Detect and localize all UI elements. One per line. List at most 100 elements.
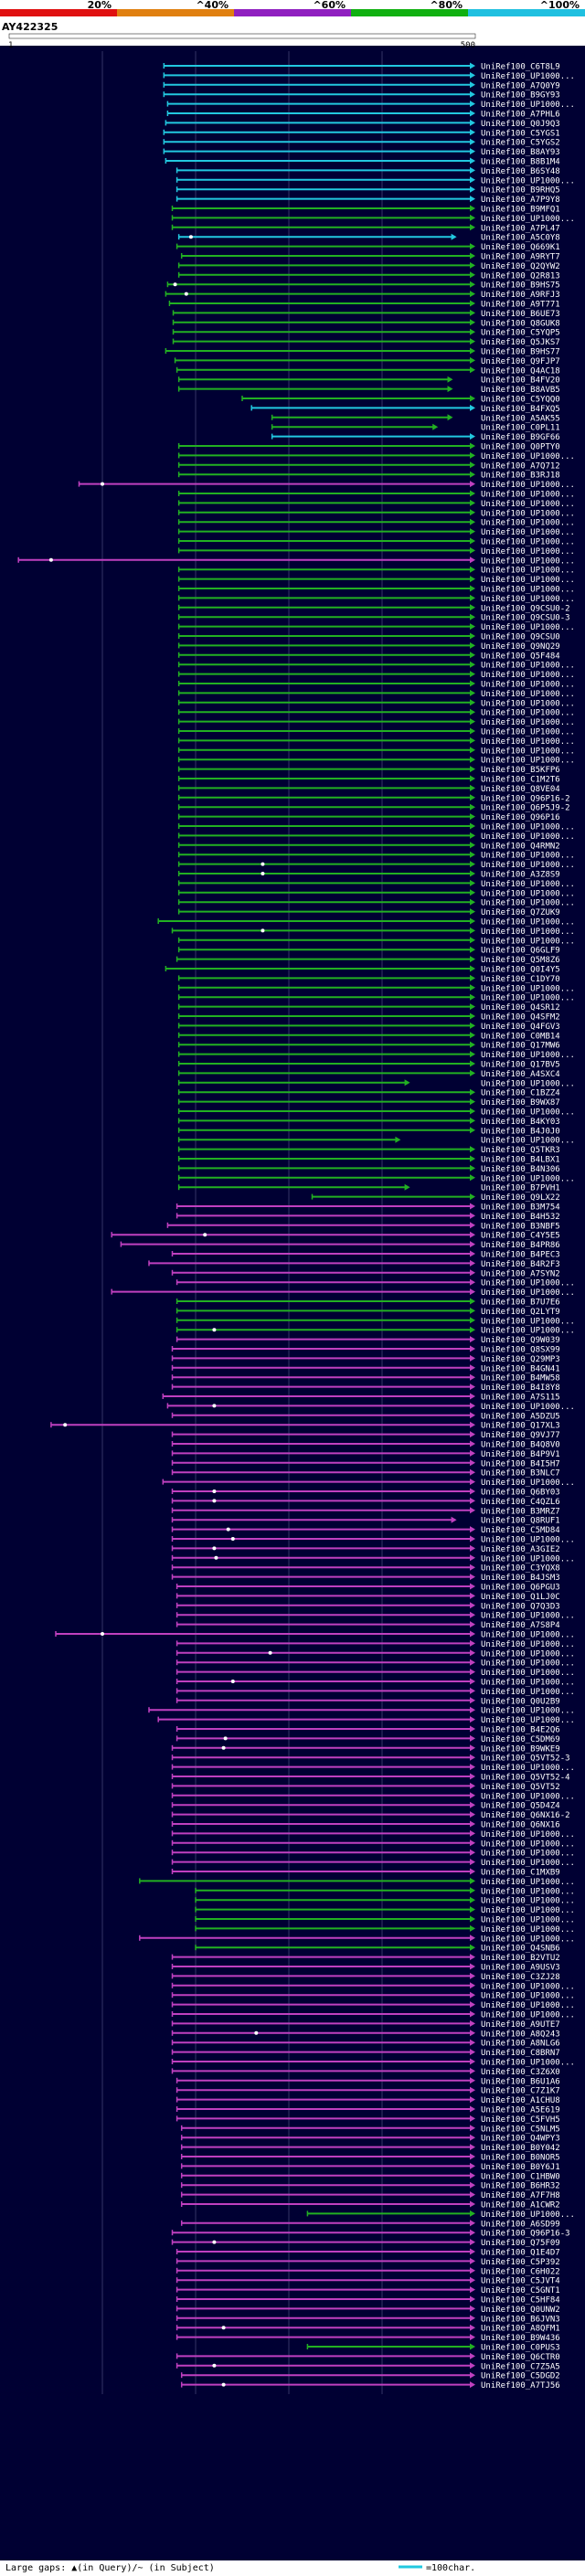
hit-arrow-head (470, 604, 475, 611)
hit-arrow-head (470, 71, 475, 79)
hit-arrow-head (470, 528, 475, 535)
hit-arrow-head (470, 1051, 475, 1058)
hit-arrow-head (470, 1117, 475, 1124)
hit-arrow-head (470, 956, 475, 963)
hit-arrow-head (470, 196, 475, 203)
hit-label: UniRef100_B4Q8V0 (481, 1441, 560, 1450)
hit-arrow-head (470, 1317, 475, 1324)
hit-arrow-head (470, 2058, 475, 2065)
hit-arrow-head (470, 1278, 475, 1286)
identity-segment (234, 9, 351, 16)
hit-label: UniRef100_A7PL47 (481, 224, 560, 233)
hit-label: UniRef100_B9RHQ5 (481, 186, 560, 196)
hit-arrow-head (470, 2153, 475, 2160)
query-gap-marker (212, 1328, 217, 1332)
hit-label: UniRef100_UP1000... (481, 709, 575, 718)
hit-arrow-head (470, 632, 475, 640)
hit-label: UniRef100_A4SXC4 (481, 1070, 560, 1079)
hit-label: UniRef100_UP1000... (481, 1716, 575, 1725)
hit-arrow-head (470, 62, 475, 69)
query-gap-marker (203, 1233, 207, 1237)
hit-label: UniRef100_B9HS77 (481, 348, 560, 357)
hit-arrow-head (470, 1307, 475, 1314)
hit-label: UniRef100_C5YGS2 (481, 139, 560, 148)
hit-arrow-head (470, 1459, 475, 1467)
hit-label: UniRef100_C6T8L9 (481, 63, 560, 72)
hit-label: UniRef100_UP1000... (481, 699, 575, 708)
hit-label: UniRef100_B4JSM3 (481, 1574, 560, 1583)
hit-arrow-head (470, 1944, 475, 1951)
hit-label: UniRef100_Q2R813 (481, 271, 560, 281)
query-gap-marker (212, 2240, 217, 2244)
hit-arrow-head (470, 1060, 475, 1067)
hit-arrow-head (470, 2352, 475, 2359)
hit-arrow-head (470, 2371, 475, 2379)
hit-label: UniRef100_UP1000... (481, 1479, 575, 1488)
hit-label: UniRef100_Q96P16 (481, 813, 560, 822)
hit-label: UniRef100_A7SYN2 (481, 1269, 560, 1278)
query-gap-marker (221, 1745, 226, 1750)
hit-label: UniRef100_UP1000... (481, 1878, 575, 1887)
hit-label: UniRef100_A3Z8S9 (481, 871, 560, 880)
hit-arrow-head (470, 328, 475, 335)
hit-arrow-head (470, 641, 475, 649)
hit-arrow-head (470, 366, 475, 374)
hit-arrow-head (470, 1222, 475, 1229)
hit-arrow-head (470, 1003, 475, 1011)
hit-arrow-head (470, 1630, 475, 1638)
hit-label: UniRef100_B4LBX1 (481, 1156, 560, 1165)
identity-segment (468, 9, 585, 16)
hit-arrow-head (470, 1754, 475, 1761)
hit-label: UniRef100_Q9LX22 (481, 1193, 560, 1203)
hit-arrow-head (470, 1497, 475, 1504)
hit-arrow-head (470, 1259, 475, 1267)
hit-arrow-head (470, 1583, 475, 1590)
hit-arrow-head (470, 1915, 475, 1923)
hit-arrow-head (470, 2191, 475, 2199)
hit-arrow-head (470, 2001, 475, 2009)
hit-label: UniRef100_UP1000... (481, 1079, 575, 1088)
hit-label: UniRef100_Q4SNB6 (481, 1945, 560, 1954)
hit-arrow-head (470, 1269, 475, 1277)
hit-label: UniRef100_UP1000... (481, 690, 575, 699)
hit-arrow-head (470, 2125, 475, 2132)
hit-arrow-head (470, 1773, 475, 1780)
query-gap-marker (221, 2382, 226, 2387)
hit-label: UniRef100_Q75F09 (481, 2239, 560, 2248)
query-gap-marker (101, 1632, 104, 1636)
hit-arrow-head (470, 214, 475, 221)
hit-arrow-head (470, 2086, 475, 2094)
hit-label: UniRef100_C0PUS3 (481, 2344, 560, 2353)
hit-label: UniRef100_UP1000... (481, 452, 575, 461)
hit-arrow-head (470, 879, 475, 886)
hit-label: UniRef100_B6JVN3 (481, 2315, 560, 2324)
hit-label: UniRef100_A7PHL6 (481, 111, 560, 120)
hit-label: UniRef100_UP1000... (481, 880, 575, 889)
hit-arrow-head (470, 2134, 475, 2141)
query-id: AY422325 (2, 21, 58, 33)
hit-arrow-head (470, 2315, 475, 2322)
hit-label: UniRef100_A9USV3 (481, 1964, 560, 1973)
hit-label: UniRef100_Q0J9Q3 (481, 120, 560, 129)
hit-label: UniRef100_C1M2T6 (481, 776, 560, 785)
hit-arrow-head (470, 442, 475, 450)
query-gap-marker (173, 282, 177, 287)
hit-label: UniRef100_A8NLG6 (481, 2040, 560, 2049)
hit-arrow-head (470, 2019, 475, 2027)
hit-arrow-head (451, 1516, 457, 1523)
identity-segment (351, 9, 468, 16)
hit-label: UniRef100_B4E2Q6 (481, 1726, 560, 1735)
hit-label: UniRef100_A7F7H8 (481, 2191, 560, 2200)
hit-arrow-head (470, 898, 475, 906)
hit-label: UniRef100_C5NLM5 (481, 2125, 560, 2134)
hit-arrow-head (470, 499, 475, 506)
hit-arrow-head (470, 1639, 475, 1647)
hit-label: UniRef100_B3NBF5 (481, 1222, 560, 1231)
hit-label: UniRef100_Q0U2B9 (481, 1697, 560, 1706)
hit-arrow-head (470, 2096, 475, 2104)
hit-label: UniRef100_B2VTU2 (481, 1954, 560, 1963)
hit-arrow-head (470, 718, 475, 726)
hit-arrow-head (470, 2144, 475, 2151)
hit-label: UniRef100_A7Q712 (481, 461, 560, 471)
hit-arrow-head (470, 404, 475, 411)
